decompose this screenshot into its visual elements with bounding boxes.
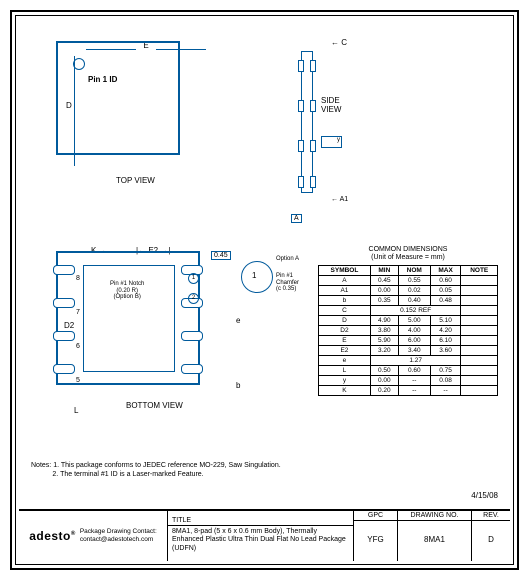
dim-A1: ← A1 <box>331 196 348 203</box>
title-text: 8MA1, 8-pad (5 x 6 x 0.6 mm Body), Therm… <box>172 528 349 553</box>
dimensions-table: SYMBOLMINNOMMAXNOTE A0.450.550.60A10.000… <box>318 265 498 396</box>
drawing-no-value: 8MA1 <box>402 521 467 558</box>
dim-A: A <box>291 214 302 223</box>
dimensions-table-area: COMMON DIMENSIONS (Unit of Measure = mm)… <box>318 246 498 396</box>
rev-value: D <box>476 521 506 558</box>
drawing-no-header: DRAWING NO. <box>398 511 471 521</box>
dim-C: ← C <box>331 38 347 47</box>
table-title-1: COMMON DIMENSIONS <box>318 246 498 254</box>
dim-e: e <box>236 316 240 325</box>
title-block: adesto® Package Drawing Contact: contact… <box>19 509 510 561</box>
pin1-circle <box>73 58 85 70</box>
detail-circle <box>241 261 273 293</box>
dim-b: b <box>236 381 240 390</box>
dim-045: 0.45 <box>211 251 231 260</box>
table-title-2: (Unit of Measure = mm) <box>318 254 498 262</box>
pin1-label: Pin 1 ID <box>88 75 117 84</box>
bottom-view: K → |← E2 →| 0.45 1 2 Pin #1 Notch (0.20… <box>56 251 200 385</box>
option-a-label: Option A <box>276 256 311 263</box>
detail-callout-1: 1 <box>188 273 199 284</box>
pin1-notch-label: Pin #1 Notch (0.20 R) (Option B) <box>110 281 144 301</box>
bottom-view-label: BOTTOM VIEW <box>126 401 183 410</box>
notes: Notes: 1. This package conforms to JEDEC… <box>31 461 281 479</box>
dim-L: L <box>74 406 78 415</box>
detail-1-num: 1 <box>252 271 256 280</box>
side-view-label: SIDE VIEW <box>321 96 361 114</box>
rev-header: REV. <box>472 511 510 521</box>
contact-label: Package Drawing Contact: <box>80 528 157 536</box>
contact-email: contact@adestotech.com <box>80 536 157 544</box>
views-area: E D Pin 1 ID TOP VIEW ← C SIDE VIEW y ← … <box>26 26 503 226</box>
gpc-header: GPC <box>354 511 397 521</box>
top-view: E D Pin 1 ID TOP VIEW <box>56 41 180 155</box>
dim-D2: D2 <box>64 321 74 330</box>
adesto-logo: adesto® <box>29 529 76 543</box>
top-view-label: TOP VIEW <box>116 176 155 185</box>
y-detail-box: y <box>321 136 342 148</box>
pin-numbers: 8765 <box>76 271 80 389</box>
gpc-value: YFG <box>358 521 393 558</box>
chamfer-label: Pin #1 Chamfer (c 0.35) <box>276 273 316 293</box>
date: 4/15/08 <box>471 491 498 500</box>
title-header: TITLE <box>168 516 353 526</box>
detail-callout-2: 2 <box>188 293 199 304</box>
